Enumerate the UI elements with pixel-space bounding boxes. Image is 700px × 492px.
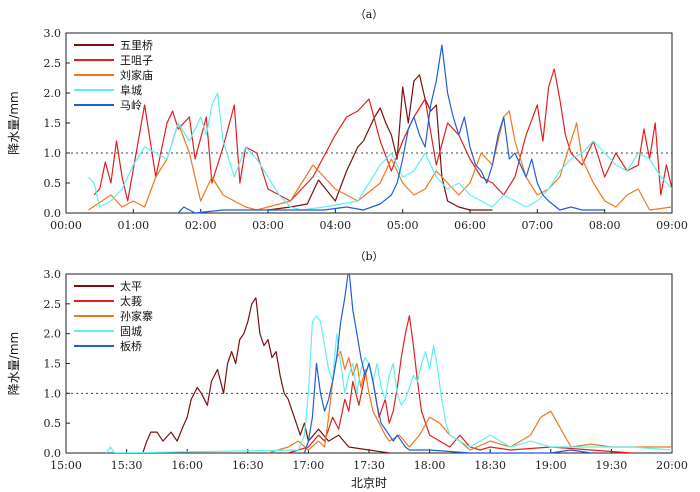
x-tick-label: 18:30 [474, 459, 506, 472]
y-tick-label: 1.0 [44, 147, 62, 160]
x-tick-label: 18:00 [414, 459, 446, 472]
y-tick-label: 2.0 [44, 328, 62, 341]
legend-label: 刘家庙 [120, 68, 153, 82]
series-line-4 [105, 315, 672, 453]
legend-label: 阜城 [120, 84, 142, 97]
x-tick-label: 19:30 [596, 459, 628, 472]
legend-label: 太莪 [120, 295, 142, 308]
series-line-4 [87, 92, 672, 211]
legend-label: 王咀子 [120, 54, 153, 67]
panel-label: （a） [355, 8, 384, 21]
y-tick-label: 0.5 [44, 177, 62, 190]
y-tick-label: 2.5 [44, 298, 62, 311]
series-line-5 [303, 274, 592, 453]
y-tick-label: 1.5 [44, 358, 62, 371]
x-tick-label: 16:30 [232, 459, 264, 472]
x-tick-label: 08:00 [589, 219, 621, 232]
legend-label: 太平 [120, 280, 142, 293]
x-tick-label: 00:00 [50, 219, 82, 232]
x-axis-title: 北京时 [351, 476, 387, 490]
x-tick-label: 02:00 [185, 219, 217, 232]
legend-label: 五里桥 [120, 39, 153, 52]
x-tick-label: 17:30 [353, 459, 385, 472]
series-lines [87, 44, 672, 213]
series-lines [105, 274, 672, 453]
x-tick-label: 03:00 [252, 219, 284, 232]
y-axis-title: 降水量/mm [7, 91, 21, 154]
series-line-1 [142, 297, 390, 453]
y-tick-label: 1.0 [44, 387, 62, 400]
panel-label: （b） [354, 250, 383, 263]
x-tick-label: 07:00 [521, 219, 553, 232]
x-tick-label: 16:00 [171, 459, 203, 472]
x-tick-label: 09:00 [656, 219, 688, 232]
y-tick-label: 2.0 [44, 87, 62, 100]
series-line-5 [177, 44, 605, 213]
series-line-3 [267, 351, 672, 453]
y-tick-label: 3.0 [44, 27, 62, 40]
series-line-2 [93, 68, 672, 202]
legend-label: 板桥 [120, 339, 142, 353]
y-tick-label: 2.5 [44, 57, 62, 70]
x-tick-label: 15:00 [50, 459, 82, 472]
x-tick-label: 17:00 [293, 459, 325, 472]
x-tick-label: 04:00 [319, 219, 351, 232]
legend-label: 孙家寨 [120, 309, 153, 323]
x-tick-label: 05:00 [387, 219, 419, 232]
series-line-3 [88, 110, 672, 211]
y-axis-title: 降水量/mm [7, 332, 21, 395]
y-tick-label: 3.0 [44, 268, 62, 281]
series-line-2 [288, 315, 632, 453]
legend-label: 马岭 [120, 98, 142, 112]
y-tick-label: 0.5 [44, 417, 62, 430]
series-line-1 [267, 74, 493, 211]
chart-panel-a: （a） 0.0 0.5 1.0 1.5 2.0 2.5 3.0 00:00 01:00 02:00 0… [7, 8, 688, 232]
x-tick-label: 19:00 [535, 459, 567, 472]
y-tick-label: 0.0 [44, 207, 62, 220]
x-tick-label: 06:00 [454, 219, 486, 232]
y-tick-label: 1.5 [44, 117, 62, 130]
x-tick-label: 20:00 [656, 459, 688, 472]
chart-panel-b: （b） 0.0 0.5 1.0 1.5 2.0 2.5 3.0 15:00 15:30 16:00 1… [7, 250, 688, 490]
plot-frame [65, 32, 673, 214]
legend-label: 固城 [120, 325, 142, 338]
x-tick-label: 01:00 [117, 219, 149, 232]
x-tick-label: 15:30 [111, 459, 143, 472]
y-tick-label: 0.0 [44, 447, 62, 460]
